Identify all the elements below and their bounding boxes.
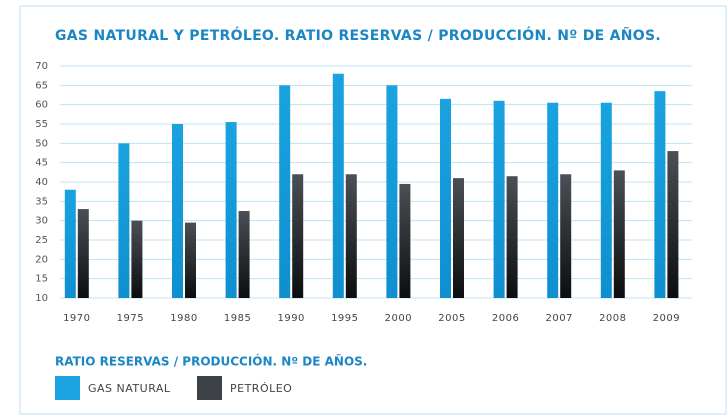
bar	[600, 102, 612, 298]
bar	[292, 174, 304, 298]
x-tick-label: 2005	[438, 313, 465, 324]
y-tick-label: 60	[35, 100, 48, 111]
x-tick-label: 1995	[331, 313, 358, 324]
bar	[118, 143, 130, 298]
legend-title: RATIO RESERVAS / PRODUCCIÓN. Nº DE AÑOS.	[55, 354, 367, 369]
bar	[238, 211, 250, 298]
bar	[279, 85, 291, 298]
bar	[386, 85, 398, 298]
legend-label: GAS NATURAL	[88, 382, 171, 395]
frame	[19, 5, 727, 415]
legend-swatch	[197, 376, 222, 400]
y-tick-label: 10	[35, 293, 48, 304]
x-tick-label: 2007	[545, 313, 572, 324]
bar	[399, 183, 411, 298]
x-tick-label: 1970	[63, 313, 90, 324]
x-tick-label: 1980	[170, 313, 197, 324]
chart-title: GAS NATURAL Y PETRÓLEO. RATIO RESERVAS /…	[55, 26, 661, 44]
legend-label: PETRÓLEO	[230, 382, 292, 395]
y-tick-label: 35	[35, 196, 48, 207]
x-tick-label: 1990	[277, 313, 304, 324]
bar	[453, 178, 464, 298]
x-tick-label: 2006	[492, 313, 519, 324]
bar	[77, 209, 89, 298]
legend-swatch	[55, 376, 80, 400]
bar	[654, 91, 666, 298]
y-tick-label: 25	[35, 235, 48, 246]
x-tick-label: 2008	[599, 313, 626, 324]
bar	[131, 220, 143, 298]
y-tick-label: 70	[35, 61, 48, 72]
bar	[506, 176, 518, 298]
bar	[440, 98, 451, 298]
bar	[560, 174, 572, 298]
bar	[547, 102, 559, 298]
x-tick-label: 2000	[385, 313, 412, 324]
y-tick-label: 55	[35, 119, 48, 130]
y-tick-label: 15	[35, 274, 48, 285]
y-tick-label: 30	[35, 216, 48, 227]
bar	[225, 122, 237, 298]
y-tick-label: 40	[35, 177, 48, 188]
bar	[613, 170, 625, 298]
y-tick-label: 20	[35, 254, 48, 265]
y-tick-label: 50	[35, 138, 48, 149]
x-tick-label: 2009	[653, 313, 680, 324]
bar	[332, 73, 344, 298]
x-tick-label: 1985	[224, 313, 251, 324]
bar	[667, 151, 679, 298]
x-tick-label: 1975	[117, 313, 144, 324]
y-tick-label: 45	[35, 158, 48, 169]
bar	[345, 174, 357, 298]
bar	[493, 100, 505, 298]
bar	[185, 222, 196, 298]
y-tick-label: 65	[35, 80, 48, 91]
bar	[172, 124, 183, 298]
bar	[64, 189, 76, 298]
